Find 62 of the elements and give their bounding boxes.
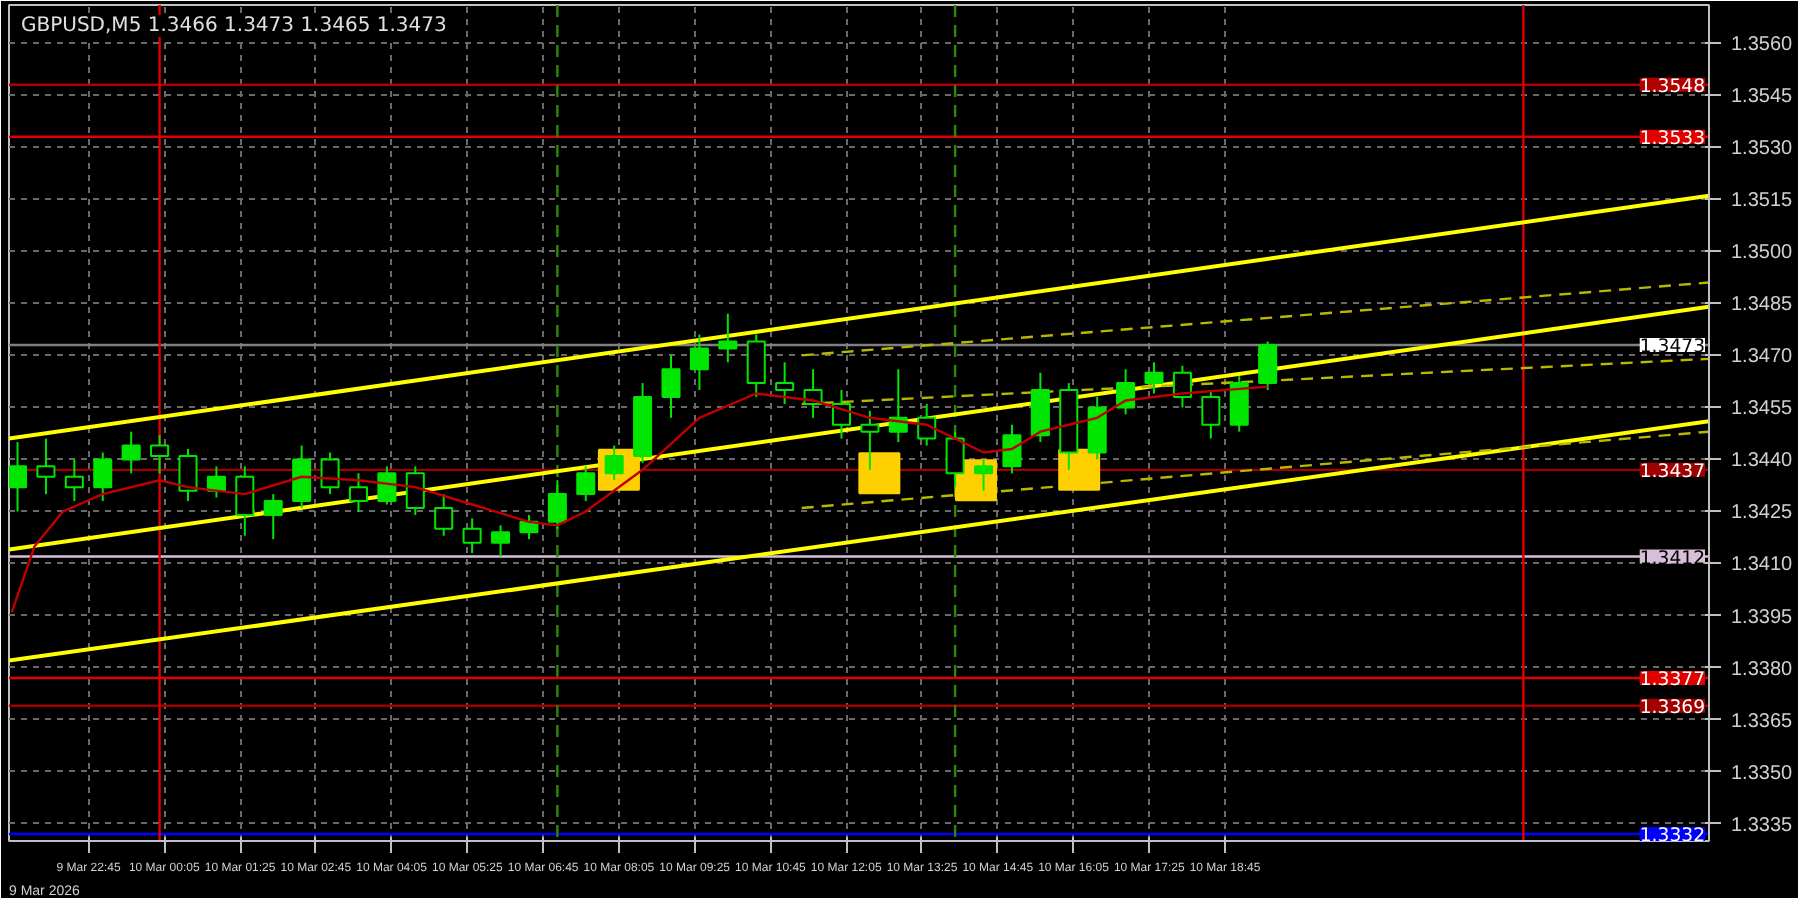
candlestick [917,402,937,447]
candlestick [462,517,482,555]
y-tick-label: 1.3560 [1731,34,1794,57]
ref-line-label: 1.3369 [1639,696,1706,719]
ref-line-label: 1.3332 [1639,825,1705,848]
candlestick [178,448,198,503]
y-tick-label: 1.3395 [1731,606,1794,629]
y-tick-label: 1.3380 [1731,658,1794,681]
candlestick [746,333,766,398]
candlestick [775,361,795,405]
candlestick [1144,361,1164,395]
text: GBPUSD,M5 1.3466 1.3473 1.3465 1.3473 [21,15,447,37]
candlestick [1172,364,1192,409]
y-tick-label: 1.3545 [1731,86,1794,109]
candlestick [860,409,880,471]
ref-line-label: 1.3412 [1639,547,1705,570]
candlestick [292,444,312,509]
y-tick-label: 1.3530 [1731,138,1794,161]
candlestick [1258,340,1278,392]
candlestick [831,389,851,440]
y-tick-label: 1.3425 [1731,502,1794,525]
candlestick [348,472,368,513]
candlestick [718,312,738,364]
candlestick [1087,395,1107,461]
candlestick [320,451,340,496]
candlestick [377,465,397,506]
y-tick-label: 1.3470 [1731,346,1794,369]
candlestick [604,444,624,482]
candlestick [263,493,283,541]
y-tick-label: 1.3365 [1731,710,1794,733]
candlestick [1030,371,1050,444]
candlestick [689,333,709,392]
candlestick [547,479,567,530]
candlestick [405,465,425,516]
ref-line-label: 1.3437 [1639,460,1706,483]
y-tick-label: 1.3515 [1731,190,1794,213]
y-tick-label: 1.3500 [1731,242,1794,265]
candlestick [150,434,170,475]
candlestick [9,441,28,513]
candlestick [434,493,454,537]
candlestick [1002,423,1022,475]
candlestick [64,458,84,503]
ref-line-label: 1.3548 [1639,75,1706,98]
y-tick-label: 1.3410 [1731,554,1794,577]
candlestick [121,430,141,475]
y-tick-label: 1.3335 [1731,814,1794,837]
y-tick-label: 1.3350 [1731,762,1794,785]
candlestick [93,451,113,503]
candlestick [1229,375,1249,433]
candlestick [235,465,255,537]
ref-line-label: 1.3533 [1639,127,1706,150]
y-tick-label: 1.3485 [1731,294,1794,317]
candlestick [661,354,681,419]
y-tick-label: 1.3455 [1731,398,1794,421]
ref-line-label: 1.3473 [1639,335,1706,358]
y-tick-label: 1.3440 [1731,450,1794,473]
candlestick [491,524,511,558]
candlestick [945,430,965,489]
candlestick [1201,389,1221,440]
candlestick [974,458,994,492]
candlestick [576,465,596,503]
candlestick [36,437,56,496]
